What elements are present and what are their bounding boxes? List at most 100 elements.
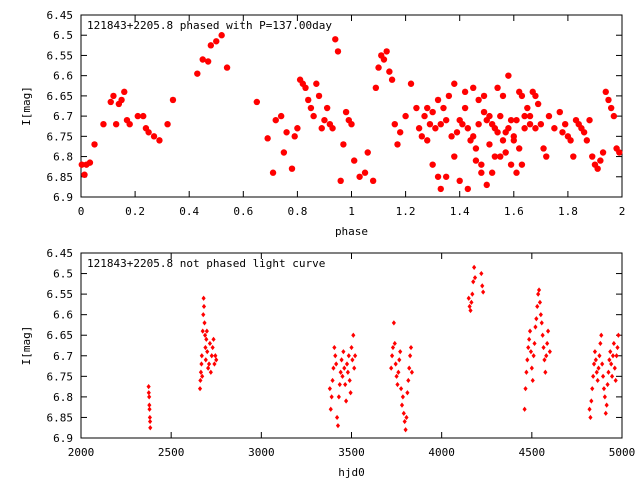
data-point: [205, 349, 210, 355]
data-point: [529, 365, 534, 371]
data-point: [402, 418, 407, 425]
data-point: [543, 153, 550, 160]
data-point: [424, 137, 431, 144]
data-point: [323, 104, 331, 112]
data-point: [426, 121, 434, 128]
data-point: [522, 406, 527, 412]
data-point: [204, 328, 209, 334]
data-point: [210, 344, 215, 351]
data-point: [614, 353, 619, 359]
data-points: [78, 32, 623, 193]
data-point: [459, 121, 466, 128]
data-point: [470, 84, 477, 92]
data-point: [212, 361, 217, 367]
x-axis-title: hjd0: [338, 466, 365, 479]
x-tick-label: 1: [348, 205, 355, 218]
data-point: [413, 104, 420, 112]
data-point: [526, 121, 534, 128]
data-point: [389, 353, 395, 359]
data-point: [399, 386, 404, 392]
data-point: [334, 414, 340, 421]
data-point: [329, 125, 336, 132]
data-point: [505, 72, 512, 79]
data-point: [599, 332, 604, 338]
x-tick-label: 5000: [609, 446, 636, 459]
data-point: [437, 121, 444, 128]
data-point: [356, 173, 363, 180]
data-point: [156, 137, 163, 144]
data-point: [302, 84, 309, 92]
x-tick-label: 3500: [338, 446, 365, 459]
data-point: [597, 157, 604, 164]
data-point: [464, 125, 472, 132]
data-point: [200, 328, 205, 334]
data-point: [491, 153, 499, 160]
data-point: [598, 340, 603, 347]
data-point: [345, 369, 350, 375]
data-point: [407, 80, 415, 87]
data-point: [605, 381, 610, 388]
data-point: [607, 104, 615, 112]
data-point: [110, 92, 117, 100]
y-tick-label: 6.5: [53, 29, 73, 42]
data-point: [140, 112, 147, 120]
y-tick-label: 6.7: [53, 110, 73, 123]
data-point: [288, 165, 296, 172]
data-point: [213, 353, 218, 359]
data-point: [606, 369, 611, 375]
data-point: [456, 177, 463, 185]
y-tick-label: 6.65: [47, 90, 74, 103]
data-point: [615, 344, 620, 351]
data-point: [541, 344, 546, 351]
data-point: [269, 169, 277, 176]
data-point: [336, 394, 341, 400]
data-point: [330, 377, 335, 384]
data-point: [599, 149, 607, 156]
data-point: [583, 137, 591, 144]
data-point: [361, 169, 369, 176]
y-axis-ticks: 6.45 6.5 6.55 6.6 6.65 6.7 6.75 6.8 6.85 6.9: [47, 247, 622, 445]
data-point: [353, 353, 358, 359]
data-point: [453, 129, 461, 136]
data-point: [388, 76, 396, 83]
data-point: [375, 64, 382, 71]
data-point: [483, 181, 490, 189]
data-point: [328, 406, 333, 412]
data-point: [107, 98, 114, 106]
data-point: [451, 153, 458, 160]
data-point: [404, 414, 409, 421]
data-point: [612, 365, 617, 371]
data-point: [521, 125, 528, 132]
plot-frame: [80, 14, 623, 198]
data-point: [207, 340, 213, 347]
data-point: [201, 295, 206, 301]
data-point: [448, 133, 455, 140]
data-point: [502, 149, 509, 156]
data-point: [223, 64, 231, 71]
x-tick-label: 2500: [158, 446, 185, 459]
data-point: [399, 402, 405, 408]
data-point: [445, 92, 453, 100]
x-tick-label: 2: [619, 205, 626, 218]
data-point: [78, 161, 86, 168]
data-point: [86, 159, 94, 166]
data-point: [164, 121, 171, 128]
data-point: [539, 320, 544, 326]
data-point: [544, 353, 549, 359]
data-point: [147, 402, 152, 408]
data-point: [337, 381, 342, 388]
data-point: [601, 386, 607, 392]
data-point: [531, 353, 536, 359]
data-point: [507, 116, 515, 124]
data-point: [400, 394, 405, 400]
x-tick-label: 1.4: [450, 205, 470, 218]
data-point: [610, 353, 616, 359]
data-point: [203, 357, 208, 363]
data-point: [211, 336, 216, 342]
data-point: [540, 145, 547, 152]
data-point: [194, 70, 201, 77]
data-point: [533, 324, 538, 330]
data-point: [364, 149, 371, 156]
data-point: [351, 332, 356, 338]
data-point: [613, 377, 618, 384]
